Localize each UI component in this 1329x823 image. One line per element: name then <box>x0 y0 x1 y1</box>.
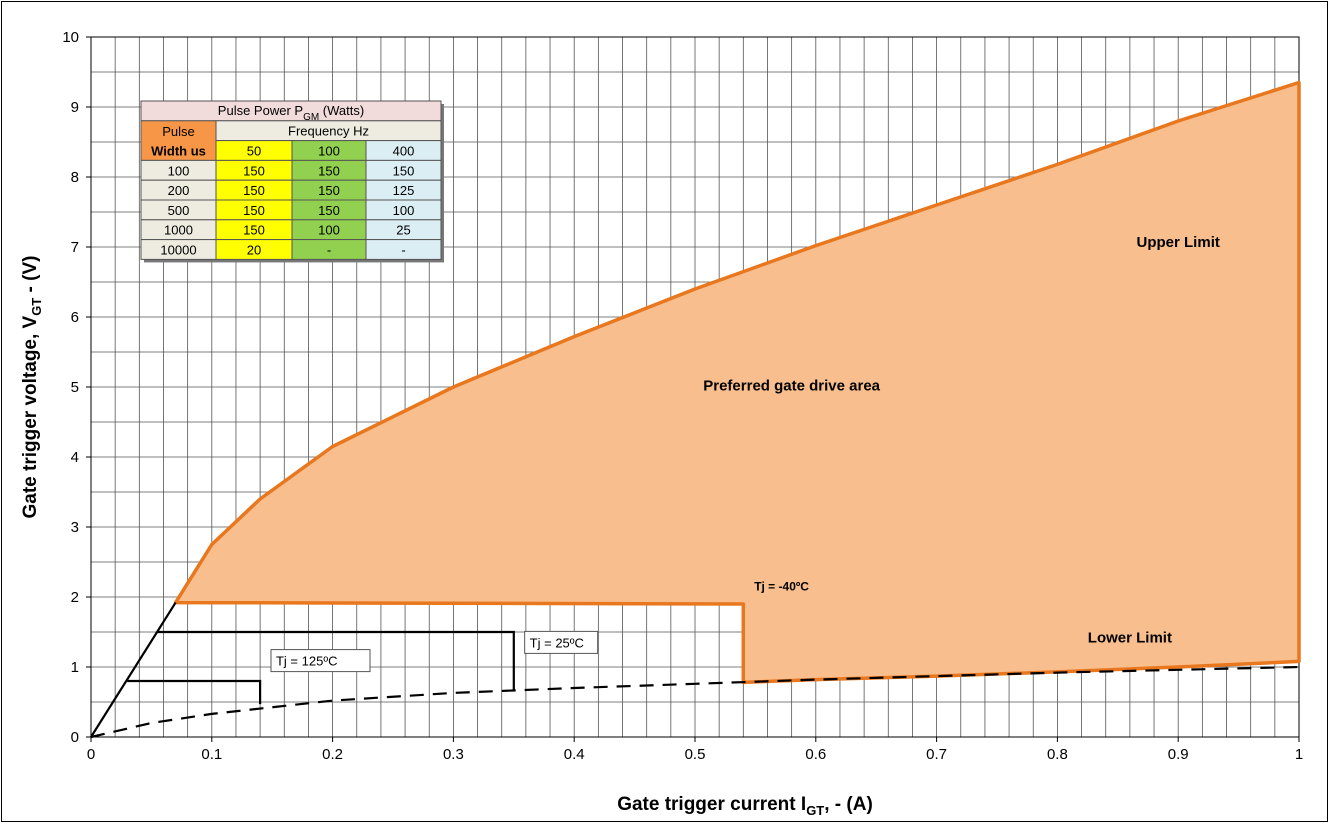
lower-limit-label: Lower Limit <box>1088 630 1172 647</box>
pulse-width-500: 500 <box>168 203 190 218</box>
power-value: 150 <box>318 163 340 178</box>
x-tick-label: 1 <box>1295 746 1303 763</box>
tj-125-label-box <box>270 649 371 673</box>
table-title: Pulse Power PGM (Watts) <box>218 103 364 123</box>
y-tick-label: 9 <box>71 99 79 116</box>
power-value: 150 <box>243 183 265 198</box>
y-axis-title: Gate trigger voltage, VGT - (V) <box>20 255 44 518</box>
x-tick-label: 0.8 <box>1047 746 1068 763</box>
x-tick-label: 0.3 <box>443 746 464 763</box>
power-value: 150 <box>243 223 265 238</box>
power-value: - <box>327 243 331 258</box>
y-tick-label: 4 <box>71 449 79 466</box>
power-value-cell <box>365 239 442 260</box>
dashed-series-line <box>90 665 1300 739</box>
power-value: 150 <box>243 203 265 218</box>
x-tick-label: 0.6 <box>805 746 826 763</box>
frequency-50: 50 <box>247 144 261 159</box>
tj-125-label: Tj = 125ºC <box>270 649 371 673</box>
tj-minus40-label: Tj = -40ºC <box>754 580 809 594</box>
power-value: 100 <box>393 203 415 218</box>
solid-series-line <box>157 630 515 692</box>
power-value: 20 <box>247 243 261 258</box>
y-tick-label: 10 <box>62 29 79 46</box>
y-tick-label: 8 <box>71 169 79 186</box>
x-tick-label: 0.9 <box>1168 746 1189 763</box>
power-value: 125 <box>393 183 415 198</box>
x-axis-title: Gate trigger current IGT, - (A) <box>617 794 873 818</box>
y-tick-label: 1 <box>71 659 79 676</box>
tj-25-label-box <box>524 630 599 654</box>
frequency-100: 100 <box>318 144 340 159</box>
y-tick-label: 6 <box>71 309 79 326</box>
power-value: 25 <box>396 223 410 238</box>
power-value: - <box>401 243 405 258</box>
y-tick-label: 0 <box>71 729 79 746</box>
y-tick-label: 5 <box>71 379 79 396</box>
pulse-width-1000: 1000 <box>164 223 193 238</box>
upper-limit-label: Upper Limit <box>1137 234 1220 251</box>
y-tick-label: 3 <box>71 519 79 536</box>
tj-25-label: Tj = 25ºC <box>524 630 599 654</box>
pulse-width-200: 200 <box>168 183 190 198</box>
solid-series-line <box>90 602 177 738</box>
tj-25-label-text: Tj = 25ºC <box>530 635 584 650</box>
power-value: 100 <box>318 223 340 238</box>
x-tick-label: 0.2 <box>322 746 343 763</box>
pulse-header-line1: Pulse <box>162 124 195 139</box>
solid-series-line <box>127 679 262 705</box>
y-tick-label: 2 <box>71 589 79 606</box>
power-value: 150 <box>318 183 340 198</box>
power-value: 150 <box>243 163 265 178</box>
x-tick-label: 0.1 <box>201 746 222 763</box>
power-value: 150 <box>393 163 415 178</box>
pulse-header-line2: Width us <box>151 144 206 159</box>
pulse-header-cell <box>140 120 217 161</box>
x-tick-label: 0 <box>87 746 95 763</box>
x-tick-label: 0.7 <box>926 746 947 763</box>
preferred-area-label: Preferred gate drive area <box>703 378 880 395</box>
y-tick-label: 7 <box>71 239 79 256</box>
tj-125-label-text: Tj = 125ºC <box>276 654 337 669</box>
pulse-width-10000: 10000 <box>160 243 196 258</box>
frequency-400: 400 <box>393 144 415 159</box>
x-tick-label: 0.5 <box>685 746 706 763</box>
pulse-width-100: 100 <box>168 163 190 178</box>
frequency-header: Frequency Hz <box>288 124 369 139</box>
power-value: 150 <box>318 203 340 218</box>
pulse-power-table: Pulse Power PGM (Watts) Pulse Width us Freq… <box>140 100 444 263</box>
x-tick-label: 0.4 <box>564 746 585 763</box>
